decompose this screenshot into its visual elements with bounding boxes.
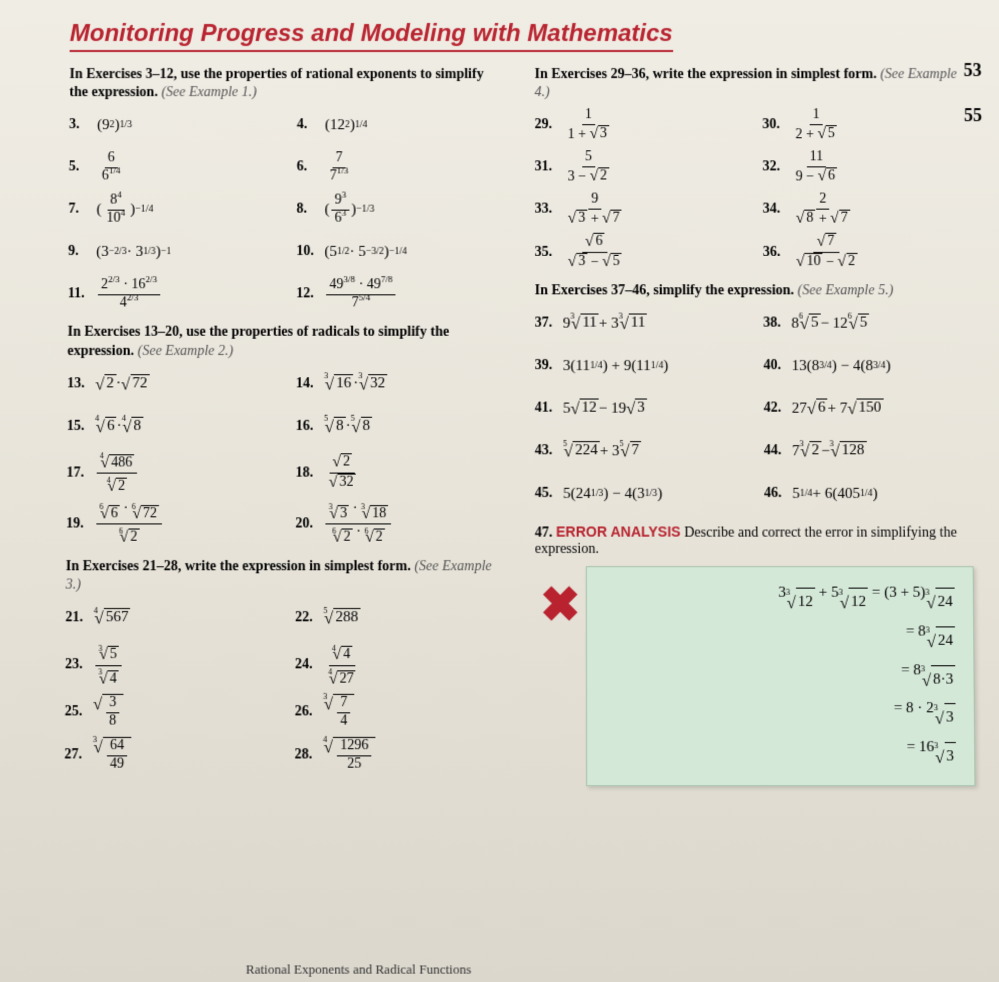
problem-5: 5.661/4 xyxy=(69,149,277,187)
problem-29: 29.11 + √3 xyxy=(535,107,743,145)
problem-39: 39.3(111/4) + 9(111/4) xyxy=(535,347,744,385)
problem-21: 21.4√567 xyxy=(65,599,275,638)
problem-11: 11.22/3 · 162/342/3 xyxy=(68,276,277,314)
problem-18: 18.√2√32 xyxy=(295,450,504,497)
problem-14: 14.3√16 · 3√32 xyxy=(296,365,505,403)
problem-19: 19.6√6 · 6√726√2 xyxy=(66,501,275,548)
left-column: In Exercises 3–12, use the properties of… xyxy=(64,60,504,786)
problem-47-heading: 47. ERROR ANALYSIS Describe and correct … xyxy=(535,524,974,559)
problem-26: 26.3√74 xyxy=(295,693,505,732)
section-4-intro: In Exercises 29–36, write the expression… xyxy=(535,66,970,102)
problem-25: 25.√38 xyxy=(65,693,275,732)
problem-8: 8.(9363)−1/3 xyxy=(296,191,504,229)
problem-7: 7.(84104)−1/4 xyxy=(68,191,276,229)
section-2-intro: In Exercises 13–20, use the properties o… xyxy=(67,324,504,361)
problem-22: 22.5√288 xyxy=(295,599,505,638)
page-footer: Rational Exponents and Radical Functions xyxy=(246,961,471,978)
problem-44: 44.73√2 − 3√128 xyxy=(764,432,973,471)
section-5-intro: In Exercises 37–46, simplify the express… xyxy=(535,282,972,300)
problem-35: 35.√6√3 − √5 xyxy=(535,233,743,272)
section-title: Monitoring Progress and Modeling with Ma… xyxy=(70,20,673,52)
problem-4: 4.(122)1/4 xyxy=(297,107,505,145)
right-column: In Exercises 29–36, write the expression… xyxy=(535,60,976,786)
problem-3: 3.(92)1/3 xyxy=(69,107,277,145)
error-line-5: = 163√3 xyxy=(605,734,956,773)
problem-36: 36.√7√10 − √2 xyxy=(763,233,971,272)
problem-28: 28.4√129625 xyxy=(295,736,505,775)
problem-43: 43.5√224 + 35√7 xyxy=(535,432,744,471)
problem-12: 12.493/8 · 497/875/4 xyxy=(296,276,504,314)
problem-37: 37.93√11 + 33√11 xyxy=(535,305,744,343)
error-line-3: = 83√8·3 xyxy=(605,657,956,696)
problem-23: 23.3√53√4 xyxy=(65,642,275,689)
problem-31: 31.53 − √2 xyxy=(535,149,743,187)
problem-34: 34.2√8 + √7 xyxy=(763,191,971,229)
error-line-4: = 8 · 23√3 xyxy=(605,695,956,734)
problem-6: 6.771/3 xyxy=(297,149,505,187)
margin-numbers: 53 55 xyxy=(963,60,982,150)
problem-13: 13.√2 · √72 xyxy=(67,365,276,403)
error-line-1: 33√12 + 53√12 = (3 + 5)3√24 xyxy=(605,580,955,618)
problem-33: 33.9√3 + √7 xyxy=(535,191,743,229)
error-x-icon: ✖ xyxy=(540,577,581,634)
problem-16: 16.5√8 · 5√8 xyxy=(296,407,505,446)
problem-30: 30.12 + √5 xyxy=(762,107,970,145)
problem-46: 46.51/4 + 6(4051/4) xyxy=(764,475,973,514)
problem-20: 20.3√3 · 3√186√2 · 6√2 xyxy=(295,501,504,548)
error-line-2: = 83√24 xyxy=(605,618,956,657)
problem-24: 24.4√44√27 xyxy=(295,642,505,689)
problem-17: 17.4√4864√2 xyxy=(66,450,275,497)
problem-45: 45.5(241/3) − 4(31/3) xyxy=(535,475,744,514)
problem-27: 27.3√6449 xyxy=(64,736,274,775)
problem-42: 42.27√6 + 7√150 xyxy=(764,390,973,429)
error-analysis-box: 33√12 + 53√12 = (3 + 5)3√24 = 83√24 = 83… xyxy=(585,566,975,785)
problem-41: 41.5√12 − 19√3 xyxy=(535,390,744,429)
problem-15: 15.4√6 · 4√8 xyxy=(67,407,276,446)
textbook-page: Monitoring Progress and Modeling with Ma… xyxy=(0,0,999,982)
problem-32: 32.119 − √6 xyxy=(762,149,970,187)
problem-9: 9.(3−2/3 · 31/3)−1 xyxy=(68,233,276,271)
section-3-intro: In Exercises 21–28, write the expression… xyxy=(66,558,505,595)
problem-38: 38.86√5 − 126√5 xyxy=(763,305,972,343)
problem-40: 40.13(83/4) − 4(83/4) xyxy=(763,347,972,385)
section-1-intro: In Exercises 3–12, use the properties of… xyxy=(69,66,504,102)
problem-10: 10.(51/2 · 5−3/2)−1/4 xyxy=(296,233,504,271)
